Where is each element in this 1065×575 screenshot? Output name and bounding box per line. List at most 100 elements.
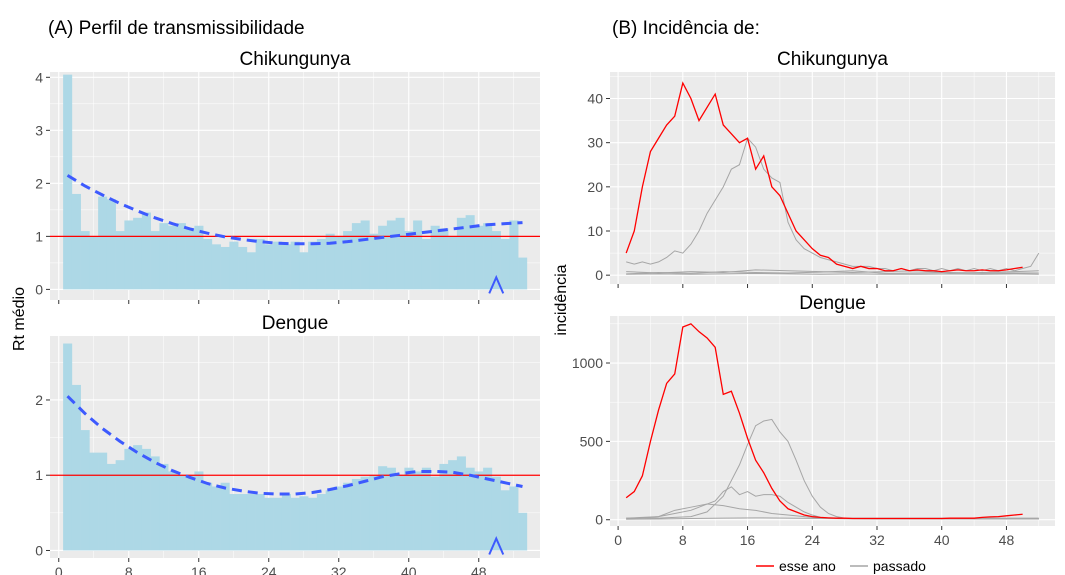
rt-bar — [456, 217, 466, 290]
rt-bar — [63, 74, 73, 290]
rt-bar — [378, 466, 388, 551]
rt-bar — [395, 475, 405, 551]
rt-bar — [360, 476, 370, 551]
past-year-line — [626, 272, 1039, 275]
rt-bar — [448, 236, 458, 290]
rt-bar — [115, 231, 125, 290]
current-week-marker — [488, 535, 505, 555]
rt-bar — [369, 233, 379, 290]
rt-bar — [413, 471, 423, 551]
rt-bar — [518, 512, 528, 551]
rt-bar — [500, 490, 510, 551]
y-tick-label: 20 — [587, 179, 603, 195]
rt-bar — [185, 228, 195, 290]
rt-bar — [89, 452, 99, 551]
rt-bar — [421, 239, 431, 290]
rt-bar — [334, 236, 344, 290]
x-tick-label: 40 — [401, 564, 417, 575]
y-tick-label: 2 — [35, 175, 43, 191]
plot-background — [610, 316, 1055, 526]
rt-bar — [98, 452, 108, 551]
rt-bar — [334, 486, 344, 551]
rt-bar — [141, 212, 151, 290]
rt-bar — [378, 225, 388, 290]
chart-title: Chikungunya — [240, 49, 351, 70]
rt-bar — [159, 463, 169, 551]
rt-bar — [413, 220, 423, 290]
y-tick-label: 0 — [35, 542, 43, 558]
rt-bar — [518, 257, 528, 290]
y-tick-label: 30 — [587, 135, 603, 151]
rt-bar — [194, 471, 204, 551]
rt-bar — [448, 460, 458, 551]
rt-bar — [351, 223, 361, 290]
rt-bar — [211, 244, 221, 290]
rt-bar — [439, 228, 449, 290]
y-tick-label: 0 — [35, 281, 43, 297]
rt-bar — [98, 196, 108, 290]
x-tick-label: 32 — [869, 532, 885, 548]
rt-bar — [150, 456, 160, 551]
rt-chart-chikungunya: Chikungunya 0 1 2 3 4 — [35, 49, 540, 304]
rt-bar — [369, 475, 379, 551]
rt-bar — [343, 482, 353, 551]
x-tick-label: 0 — [614, 532, 622, 548]
past-year-line — [626, 269, 1039, 274]
rt-bar — [273, 497, 283, 551]
chart-title: Chikungunya — [777, 49, 888, 70]
rt-bar — [238, 246, 248, 290]
rt-bar — [124, 220, 134, 290]
rt-bar — [150, 231, 160, 290]
rt-bar — [168, 225, 178, 290]
rt-bar — [264, 244, 274, 290]
rt-bar — [325, 233, 335, 290]
panel-b-heading: (B) Incidência de: — [612, 18, 760, 39]
rt-bar — [133, 445, 143, 551]
y-tick-label: 0 — [595, 267, 603, 283]
x-tick-label: 16 — [740, 532, 756, 548]
rt-bar — [71, 193, 81, 290]
x-tick-label: 40 — [934, 532, 950, 548]
rt-bar — [281, 494, 291, 551]
rt-bar — [194, 225, 204, 290]
legend: esse ano passado — [756, 558, 926, 574]
rt-bar — [89, 236, 99, 290]
rt-bar — [316, 239, 326, 290]
rt-bar — [211, 486, 221, 551]
rt-bar — [483, 467, 493, 551]
rt-bar — [203, 239, 213, 290]
rt-bar — [255, 494, 265, 551]
y-tick-label: 1000 — [572, 355, 603, 371]
x-tick-label: 24 — [261, 564, 277, 575]
rt-bar — [238, 494, 248, 551]
x-tick-label: 48 — [471, 564, 487, 575]
rt-bar — [80, 231, 90, 290]
rt-bar — [386, 467, 396, 551]
rt-bar — [176, 223, 186, 290]
rt-bar — [264, 497, 274, 551]
rt-bar — [176, 475, 186, 551]
rt-bar — [386, 220, 396, 290]
rt-chart-dengue: Dengue 0 1 2 0 8 16 24 32 40 48 — [35, 313, 540, 575]
y-tick-label: 3 — [35, 122, 43, 138]
panel-a-heading: (A) Perfil de transmissibilidade — [48, 18, 305, 39]
rt-bar — [395, 217, 405, 290]
x-tick-label: 32 — [331, 564, 347, 575]
y-tick-label: 4 — [35, 69, 43, 85]
trend-line — [66, 395, 523, 496]
y-tick-label: 1 — [35, 467, 43, 483]
current-year-line — [625, 323, 1023, 520]
rt-bar — [465, 467, 475, 551]
rt-bar — [360, 220, 370, 290]
rt-bar — [465, 215, 475, 290]
rt-bar — [133, 217, 143, 290]
rt-bar — [308, 497, 318, 551]
rt-bar — [509, 220, 519, 290]
rt-bar — [63, 343, 73, 551]
rt-bar — [430, 225, 440, 290]
chart-title: Dengue — [799, 293, 866, 314]
x-tick-label: 8 — [125, 564, 133, 575]
rt-bar — [343, 231, 353, 290]
rt-bar — [71, 384, 81, 551]
rt-bar — [290, 241, 300, 290]
